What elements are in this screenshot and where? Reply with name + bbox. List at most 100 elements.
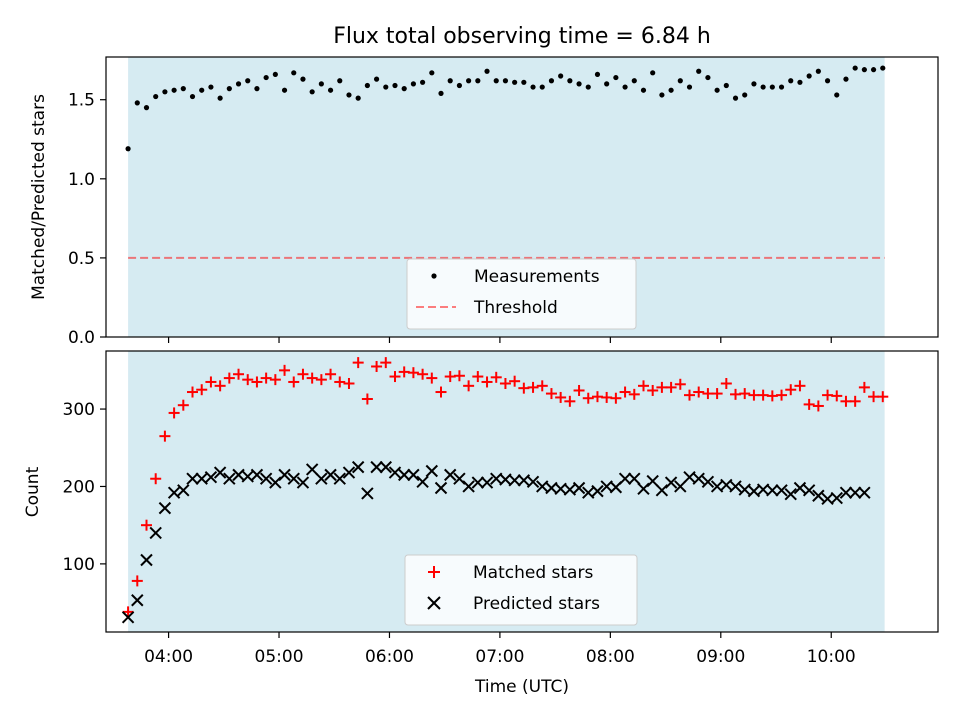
- predicted-star-point: [453, 472, 466, 485]
- measurement-point: [530, 84, 536, 90]
- matched-star-point: [371, 360, 383, 372]
- top-y-tick-label: 0.5: [68, 249, 95, 269]
- measurement-point: [153, 93, 159, 100]
- matched-star-point: [242, 374, 254, 386]
- measurement-point: [705, 74, 711, 81]
- bottom-x-axis: 04:00 05:00 06:00 07:00 08:00 09:00 10:00: [144, 632, 856, 667]
- measurement-point: [650, 70, 656, 76]
- measurement-point: [272, 71, 278, 78]
- predicted-star-point: [434, 481, 448, 495]
- matched-star-point: [766, 390, 778, 402]
- bottom-y-tick-label: 200: [63, 477, 95, 497]
- measurement-point: [254, 86, 260, 92]
- matched-star-point: [702, 388, 714, 400]
- top-x-ticks: [167, 337, 832, 343]
- measurement-point: [686, 84, 693, 90]
- measurement-point: [659, 92, 665, 98]
- matched-star-point: [426, 372, 438, 384]
- predicted-star-point: [526, 475, 540, 489]
- measurement-point: [493, 78, 499, 84]
- matched-star-point: [380, 357, 392, 369]
- x-tick-label: 09:00: [696, 647, 745, 667]
- predicted-star-point: [140, 553, 153, 567]
- matched-star-point: [849, 395, 861, 407]
- predicted-star-point: [149, 526, 162, 540]
- predicted-star-point: [692, 472, 705, 485]
- predicted-star-point: [213, 466, 227, 479]
- matched-star-point: [812, 400, 824, 412]
- matched-star-point: [628, 388, 640, 400]
- predicted-star-point: [223, 472, 236, 485]
- measurement-point: [162, 89, 168, 95]
- predicted-star-point: [121, 611, 135, 624]
- measurement-point: [125, 146, 131, 152]
- predicted-star-point: [793, 481, 807, 495]
- predicted-star-point: [591, 484, 604, 498]
- matched-star-point: [591, 391, 603, 403]
- legend-matched-label: Matched stars: [473, 563, 593, 583]
- bottom-legend-box: [404, 554, 638, 626]
- measurement-point: [548, 78, 555, 84]
- bottom-y-axis: 100 200 300: [63, 400, 106, 575]
- x-tick-label: 10:00: [807, 647, 856, 667]
- measurement-point: [466, 78, 472, 84]
- bottom-y-axis-label: Count: [23, 466, 43, 517]
- measurement-points: [125, 65, 886, 152]
- predicted-star-point: [158, 501, 172, 515]
- matched-star-point: [509, 375, 521, 387]
- matched-star-point: [444, 371, 456, 383]
- matched-star-point: [776, 389, 788, 401]
- measurement-point: [281, 87, 288, 93]
- predicted-star-point: [646, 474, 659, 488]
- measurement-point: [751, 81, 757, 87]
- matched-star-point: [361, 393, 373, 405]
- predicted-star-point: [296, 476, 310, 489]
- matched-star-point: [545, 388, 557, 400]
- predicted-star-point: [388, 466, 402, 479]
- predicted-star-point: [830, 491, 843, 505]
- top-y-tick-label: 1.0: [68, 170, 95, 190]
- matched-star-point: [720, 378, 732, 390]
- predicted-star-point: [664, 476, 678, 489]
- measurement-point: [143, 105, 150, 111]
- bottom-plot-frame: [105, 350, 939, 633]
- measurement-point: [834, 92, 840, 98]
- measurement-point: [622, 84, 628, 90]
- matched-star-point: [785, 384, 797, 396]
- measurement-point: [677, 78, 683, 84]
- legend-threshold-label: Threshold: [473, 298, 558, 318]
- measurement-point: [364, 82, 370, 89]
- measurement-point: [640, 87, 647, 93]
- matched-star-point: [315, 374, 327, 386]
- matched-star-point: [858, 381, 870, 393]
- legend-matched-marker: [428, 566, 440, 578]
- measurement-point: [235, 81, 242, 87]
- measurement-point: [594, 71, 601, 78]
- matched-star-point: [472, 371, 484, 383]
- measurement-point: [714, 87, 720, 93]
- measurement-point: [346, 92, 352, 98]
- measurement-point: [631, 78, 637, 84]
- matched-star-point: [693, 386, 705, 398]
- matched-star-point: [288, 376, 300, 388]
- predicted-star-point: [848, 486, 862, 499]
- predicted-star-point: [618, 472, 632, 485]
- predicted-star-point: [425, 464, 439, 478]
- predicted-star-point: [471, 476, 485, 489]
- predicted-star-point: [333, 472, 346, 485]
- predicted-star-point: [462, 480, 475, 493]
- measurement-point: [696, 68, 702, 74]
- top-y-tick-label: 1.5: [68, 91, 95, 111]
- predicted-star-point: [637, 482, 650, 495]
- measurement-point: [852, 65, 858, 71]
- predicted-star-point: [131, 594, 144, 607]
- measurement-point: [613, 74, 619, 81]
- matched-star-point: [573, 384, 585, 396]
- measurement-point: [420, 79, 426, 85]
- measurement-point: [180, 86, 186, 92]
- matched-star-point: [831, 390, 843, 402]
- x-axis-label: Time (UTC): [474, 677, 569, 697]
- legend-measurements-label: Measurements: [474, 267, 600, 287]
- measurement-point: [732, 95, 739, 101]
- measurement-point: [217, 95, 223, 101]
